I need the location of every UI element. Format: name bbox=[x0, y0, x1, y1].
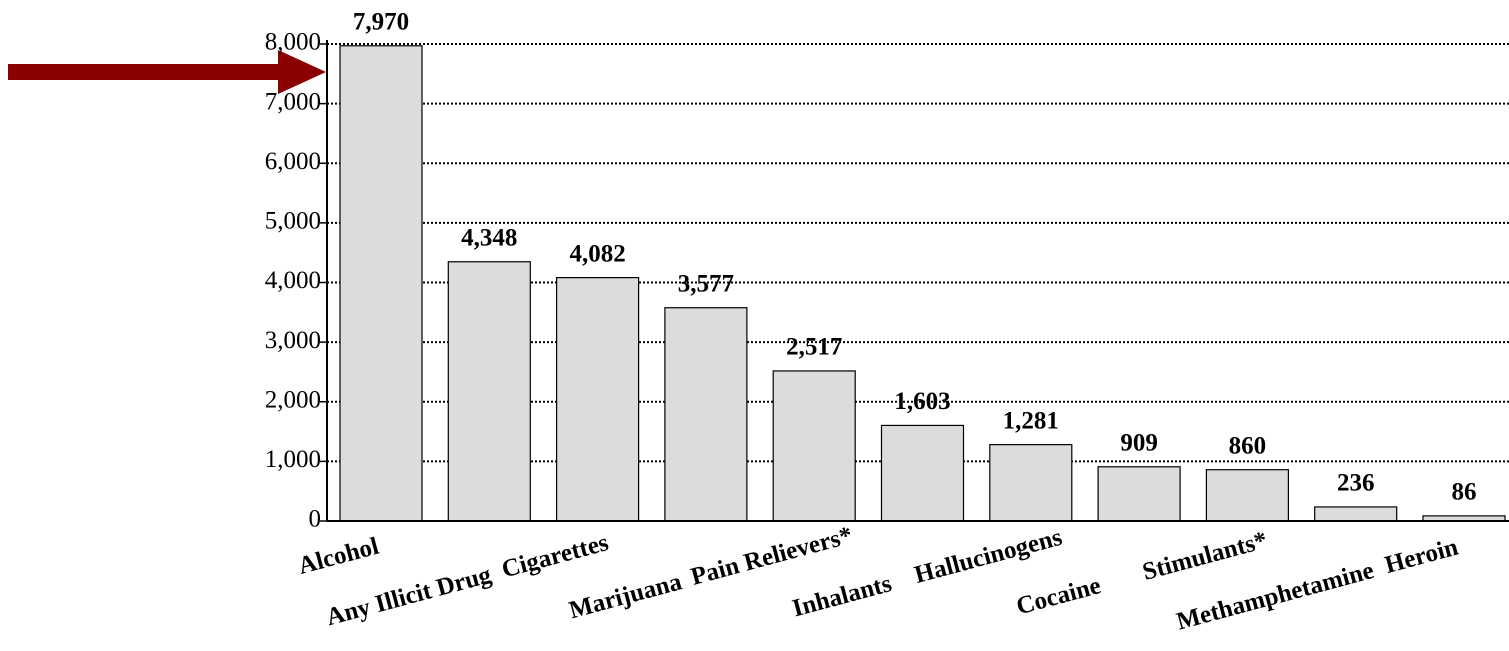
value-label: 1,281 bbox=[1003, 407, 1059, 434]
y-tick-label: 2,000 bbox=[265, 386, 321, 413]
y-tick-label: 6,000 bbox=[265, 148, 321, 175]
bar bbox=[1205, 469, 1290, 522]
bar bbox=[447, 261, 531, 522]
bar bbox=[1097, 466, 1181, 522]
arrow-head bbox=[278, 50, 326, 94]
bar bbox=[772, 370, 856, 522]
value-label: 4,348 bbox=[461, 224, 517, 251]
value-label: 1,603 bbox=[894, 388, 950, 415]
bar bbox=[664, 307, 748, 522]
x-tick-label: Hallucinogens bbox=[912, 524, 1066, 589]
value-label: 86 bbox=[1452, 479, 1477, 506]
y-tick-label: 3,000 bbox=[265, 327, 321, 354]
bar bbox=[989, 444, 1073, 522]
value-label: 2,517 bbox=[786, 334, 842, 361]
value-label: 3,577 bbox=[678, 270, 734, 297]
x-tick-label: Any Illicit Drug bbox=[324, 561, 495, 631]
x-tick-label: Cocaine bbox=[1014, 572, 1104, 620]
bar bbox=[1314, 506, 1398, 522]
bar bbox=[555, 277, 640, 522]
y-tick-label: 8,000 bbox=[265, 29, 321, 56]
y-tick-label: 7,000 bbox=[265, 88, 321, 115]
value-label: 7,970 bbox=[353, 9, 409, 36]
x-tick-label: Marijuana bbox=[566, 568, 685, 624]
bar bbox=[880, 424, 965, 522]
x-tick-label: Stimulants* bbox=[1140, 527, 1270, 586]
bar bbox=[339, 45, 423, 522]
x-tick-label: Inhalants bbox=[790, 570, 895, 622]
y-tick-label: 5,000 bbox=[265, 208, 321, 235]
y-tick-label: 0 bbox=[309, 506, 322, 533]
value-label: 909 bbox=[1120, 430, 1158, 457]
value-label: 236 bbox=[1337, 470, 1375, 497]
y-tick-label: 4,000 bbox=[265, 267, 321, 294]
x-tick-label: Cigarettes bbox=[499, 529, 612, 583]
x-tick-label: Alcohol bbox=[295, 533, 381, 580]
x-tick-label: Heroin bbox=[1382, 534, 1461, 579]
y-tick-label: 1,000 bbox=[265, 446, 321, 473]
x-tick-label: Pain Relievers* bbox=[688, 522, 855, 591]
value-label: 4,082 bbox=[569, 240, 625, 267]
value-label: 860 bbox=[1229, 432, 1267, 459]
arrow-shaft bbox=[8, 64, 280, 80]
